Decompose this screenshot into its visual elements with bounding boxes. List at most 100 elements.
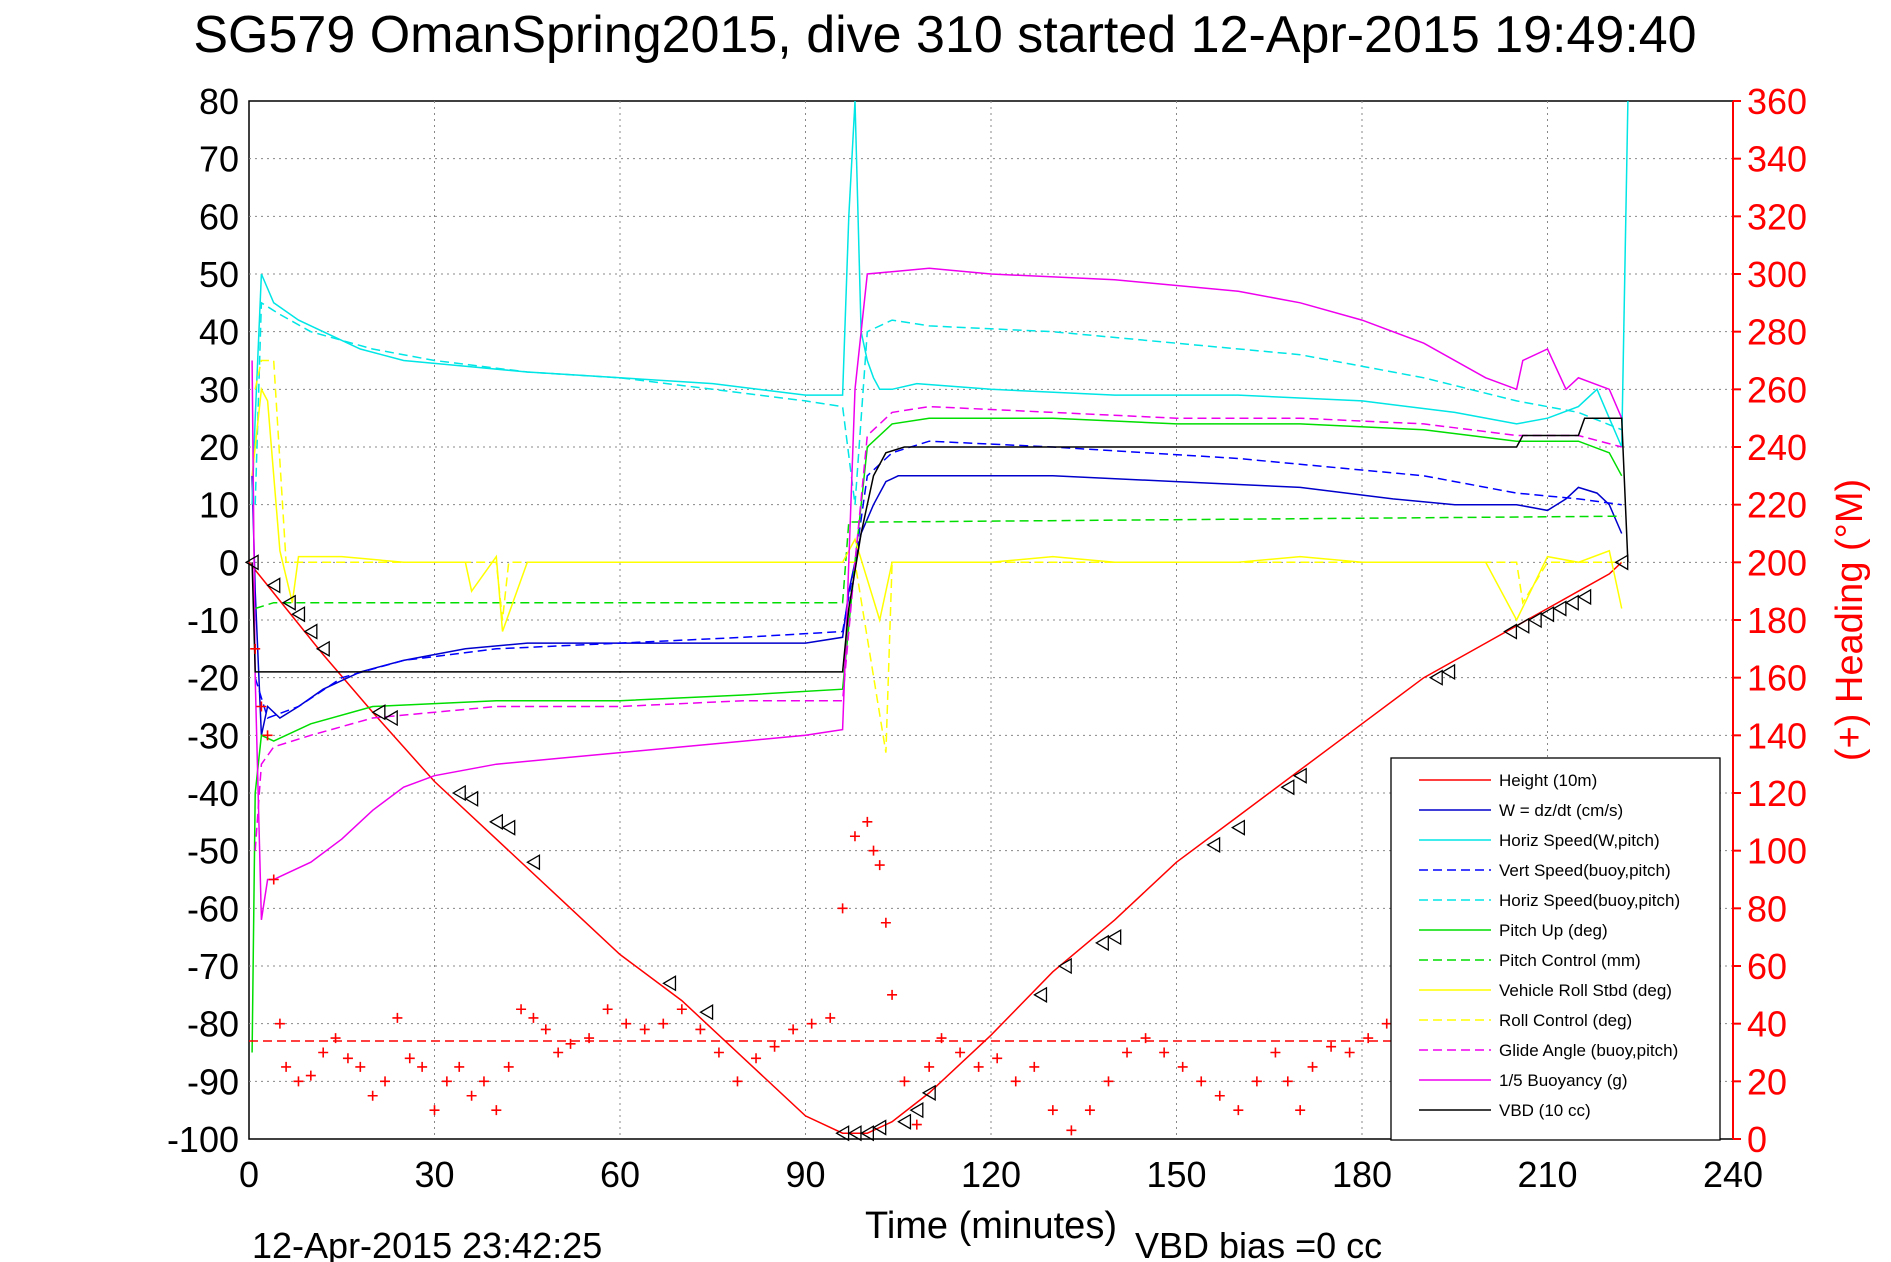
height-marker [244, 554, 259, 571]
series-height [248, 561, 1623, 1134]
y-left-tick-label: -50 [187, 831, 239, 872]
heading-point [924, 1061, 935, 1072]
heading-point [862, 816, 873, 827]
heading-point [1029, 1061, 1040, 1072]
y-left-tick-label: 50 [199, 254, 239, 295]
heading-point [305, 1070, 316, 1081]
heading-point [250, 643, 261, 654]
heading-point [429, 1105, 440, 1116]
y-right-tick-label: 20 [1747, 1061, 1787, 1102]
y-right-tick-label: 240 [1747, 427, 1807, 468]
y-left-tick-label: 20 [199, 427, 239, 468]
height-marker [872, 1119, 887, 1136]
heading-point [516, 1004, 527, 1015]
height-marker [1552, 600, 1567, 617]
height-marker [464, 790, 479, 807]
y-right-tick-label: 140 [1747, 715, 1807, 756]
height-marker [1292, 767, 1307, 784]
heading-point [540, 1024, 551, 1035]
legend: Height (10m) W = dz/dt (cm/s) Horiz Speed(… [1390, 757, 1721, 1141]
y-right-axis-label: (+) Heading (°M) [1829, 479, 1871, 761]
chart-title: SG579 OmanSpring2015, dive 310 started 1… [193, 6, 1696, 64]
heading-point [503, 1061, 514, 1072]
y-left-tick-label: 80 [199, 81, 239, 122]
heading-point [454, 1061, 465, 1072]
x-tick-label: 90 [785, 1154, 825, 1195]
height-marker [1033, 986, 1048, 1003]
height-marker [1231, 819, 1245, 836]
height-markers [244, 554, 1629, 1142]
heading-point [1177, 1061, 1188, 1072]
y-left-tick-label: -60 [187, 888, 239, 929]
y-right-tick-label: 360 [1747, 81, 1807, 122]
heading-point [825, 1012, 836, 1023]
heading-point [441, 1076, 452, 1087]
legend-label: Roll Control (deg) [1499, 1011, 1632, 1030]
series-pitch [251, 417, 1623, 1053]
height-marker [1206, 836, 1221, 854]
x-tick-label: 180 [1332, 1154, 1392, 1195]
height-marker [1057, 957, 1072, 975]
x-tick-labels: 0 30 60 90 120 150 180 210 240 [239, 1154, 1763, 1195]
legend-label: Vehicle Roll Stbd (deg) [1499, 981, 1672, 1000]
y-right-tick-label: 80 [1747, 888, 1787, 929]
y-left-tick-labels: -100-90-80-70-60-50-40-30-20-10010203040… [167, 81, 239, 1160]
heading-point [639, 1024, 650, 1035]
x-tick-label: 240 [1703, 1154, 1763, 1195]
series-horiz [251, 100, 1629, 505]
legend-label: W = dz/dt (cm/s) [1499, 801, 1623, 820]
x-tick-label: 120 [961, 1154, 1021, 1195]
height-marker [266, 577, 281, 594]
height-marker [1107, 929, 1122, 946]
y-left-tick-label: 10 [199, 485, 239, 526]
heading-point [1047, 1105, 1058, 1116]
heading-point [1103, 1076, 1114, 1087]
y-right-tick-label: 260 [1747, 369, 1807, 410]
heading-point [868, 845, 879, 856]
height-marker [371, 704, 386, 721]
legend-label: Horiz Speed(buoy,pitch) [1499, 891, 1680, 910]
heading-point [880, 917, 891, 928]
legend-label: Height (10m) [1499, 771, 1597, 790]
heading-point [676, 1004, 687, 1015]
x-tick-label: 150 [1146, 1154, 1206, 1195]
heading-point [528, 1012, 539, 1023]
height-marker [1280, 779, 1295, 796]
heading-point [751, 1053, 762, 1064]
x-tick-label: 60 [600, 1154, 640, 1195]
y-right-tick-label: 340 [1747, 139, 1807, 180]
heading-point [955, 1047, 966, 1058]
heading-point [621, 1018, 632, 1029]
legend-label: Horiz Speed(W,pitch) [1499, 831, 1660, 850]
height-marker [281, 594, 296, 611]
heading-point [417, 1061, 428, 1072]
height-marker [1614, 554, 1629, 571]
y-left-tick-label: -90 [187, 1061, 239, 1102]
y-right-tick-label: 300 [1747, 254, 1807, 295]
heading-point [281, 1061, 292, 1072]
heading-point [268, 874, 279, 885]
heading-point [342, 1053, 353, 1064]
y-left-tick-label: -30 [187, 715, 239, 756]
height-marker [1564, 594, 1579, 611]
heading-point [1233, 1105, 1244, 1116]
footer-timestamp: 12-Apr-2015 23:42:25 [252, 1225, 602, 1262]
height-marker [1515, 617, 1530, 634]
y-right-tick-label: 100 [1747, 831, 1807, 872]
y-right-tick-label: 120 [1747, 773, 1807, 814]
y-left-tick-label: 30 [199, 369, 239, 410]
heading-point [874, 860, 885, 871]
height-marker [1428, 669, 1443, 686]
y-left-tick-label: -10 [187, 600, 239, 641]
y-left-tick-label: -40 [187, 773, 239, 814]
heading-point [769, 1041, 780, 1052]
heading-point [602, 1004, 613, 1015]
height-marker [921, 1084, 936, 1102]
height-marker [1540, 606, 1555, 623]
heading-point [1084, 1105, 1095, 1116]
height-marker [315, 640, 330, 657]
legend-label: VBD (10 cc) [1499, 1101, 1591, 1120]
y-right-tick-label: 320 [1747, 196, 1807, 237]
x-tick-label: 210 [1517, 1154, 1577, 1195]
legend-label: 1/5 Buoyancy (g) [1499, 1071, 1628, 1090]
